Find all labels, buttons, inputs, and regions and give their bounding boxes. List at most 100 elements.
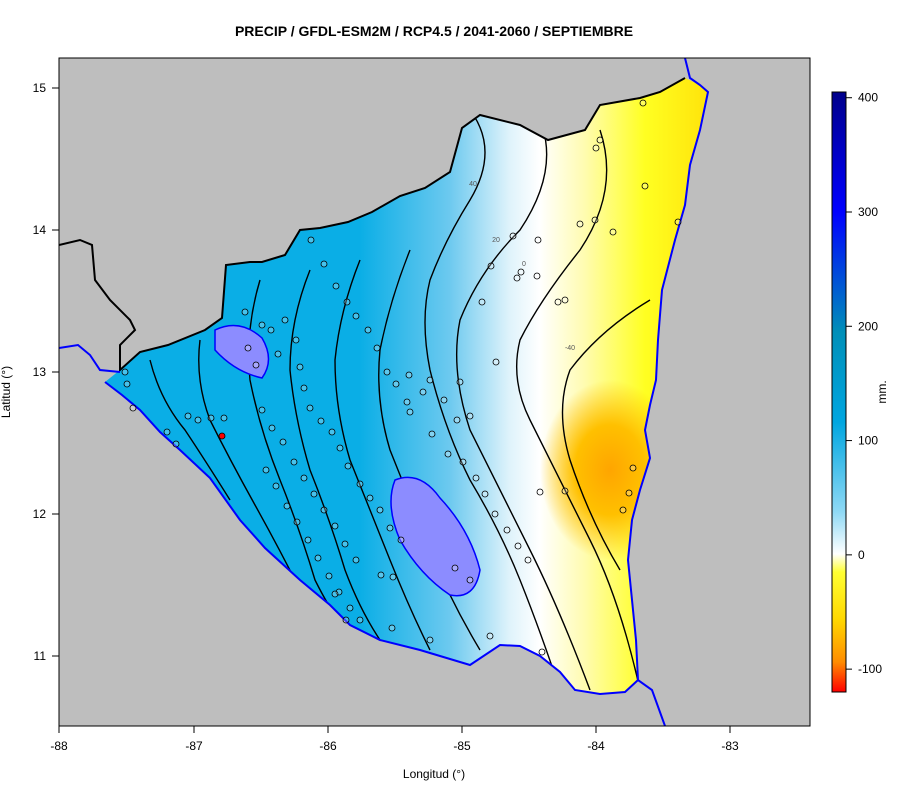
station-marker <box>451 564 459 572</box>
contour-label: 40 <box>469 181 477 188</box>
colorbar-label: mm. <box>875 380 889 403</box>
plot-frame <box>58 57 811 727</box>
contour-label: 0 <box>522 261 526 268</box>
station-marker <box>366 494 374 502</box>
station-marker <box>296 363 304 371</box>
contour-line <box>289 269 381 641</box>
station-marker <box>325 572 333 580</box>
colorbar-ticks: 400 300 200 100 0 -100 <box>846 91 882 676</box>
station-marker <box>388 624 396 632</box>
station-marker <box>252 361 260 369</box>
station-marker <box>453 416 461 424</box>
contour-line <box>149 359 231 501</box>
station-markers <box>121 99 682 656</box>
station-marker <box>419 388 427 396</box>
station-marker <box>268 424 276 432</box>
station-marker <box>377 571 385 579</box>
station-marker <box>163 428 171 436</box>
station-marker <box>352 556 360 564</box>
station-marker <box>364 326 372 334</box>
station-marker <box>218 432 226 440</box>
station-marker <box>373 344 381 352</box>
contour-line <box>334 259 431 651</box>
station-marker <box>376 506 384 514</box>
station-marker <box>481 490 489 498</box>
station-marker <box>383 368 391 376</box>
station-marker <box>629 464 637 472</box>
station-marker <box>538 648 546 656</box>
station-marker <box>487 262 495 270</box>
y-tick-label: 11 <box>34 649 47 663</box>
station-marker <box>513 274 521 282</box>
station-marker <box>456 378 464 386</box>
caribbean-coastline <box>626 58 710 681</box>
station-marker <box>466 576 474 584</box>
y-axis-label: Latitud (°) <box>0 366 13 418</box>
station-marker <box>405 371 413 379</box>
y-tick-label: 13 <box>33 365 47 379</box>
station-marker <box>184 412 192 420</box>
station-marker <box>320 506 328 514</box>
station-marker <box>281 316 289 324</box>
station-marker <box>576 220 584 228</box>
station-marker <box>331 590 339 598</box>
station-marker <box>320 260 328 268</box>
station-marker <box>554 298 562 306</box>
y-tick-label: 15 <box>33 81 47 95</box>
station-marker <box>356 480 364 488</box>
station-marker <box>392 380 400 388</box>
station-marker <box>397 536 405 544</box>
station-marker <box>335 588 343 596</box>
y-axis-ticks: 11 12 13 14 15 <box>33 81 59 663</box>
x-tick-label: -87 <box>185 739 203 753</box>
station-marker <box>491 510 499 518</box>
station-marker <box>492 358 500 366</box>
station-marker <box>292 336 300 344</box>
station-marker <box>274 350 282 358</box>
colorbar <box>831 91 847 693</box>
x-tick-label: -86 <box>319 739 337 753</box>
station-marker <box>403 398 411 406</box>
station-marker <box>258 321 266 329</box>
station-marker <box>262 466 270 474</box>
station-marker <box>306 404 314 412</box>
station-marker <box>503 526 511 534</box>
station-marker <box>524 556 532 564</box>
contour-label: -40 <box>565 345 575 352</box>
station-marker <box>609 228 617 236</box>
station-marker <box>619 506 627 514</box>
station-marker <box>300 474 308 482</box>
station-marker <box>674 218 682 226</box>
station-marker <box>343 298 351 306</box>
colorbar-tick-label: 0 <box>858 548 865 562</box>
station-marker <box>317 417 325 425</box>
station-marker <box>406 408 414 416</box>
y-tick-label: 14 <box>33 223 47 237</box>
station-marker <box>426 636 434 644</box>
station-marker <box>304 536 312 544</box>
station-marker <box>346 604 354 612</box>
country-border <box>59 77 686 373</box>
station-marker <box>534 236 542 244</box>
station-marker <box>459 458 467 466</box>
map-title: PRECIP / GFDL-ESM2M / RCP4.5 / 2041-2060… <box>235 23 633 39</box>
contour-line <box>516 129 641 691</box>
station-marker <box>328 428 336 436</box>
station-marker <box>310 490 318 498</box>
station-marker <box>336 444 344 452</box>
station-marker <box>533 272 541 280</box>
station-marker <box>625 489 633 497</box>
station-marker <box>440 396 448 404</box>
colorbar-tick-label: 300 <box>858 205 878 219</box>
station-marker <box>389 573 397 581</box>
station-marker <box>332 282 340 290</box>
station-marker <box>342 616 350 624</box>
contour-line <box>455 119 591 691</box>
colorbar-tick-label: -100 <box>858 662 882 676</box>
station-marker <box>258 406 266 414</box>
map-plot-area: 40 20 0 -40 <box>59 58 810 726</box>
station-marker <box>267 326 275 334</box>
lake-managua <box>214 324 270 379</box>
y-tick-label: 12 <box>33 507 47 521</box>
